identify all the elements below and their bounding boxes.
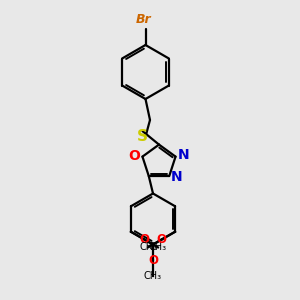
Text: CH₃: CH₃ [139,242,157,252]
Text: N: N [177,148,189,162]
Text: CH₃: CH₃ [149,242,167,252]
Text: Br: Br [136,14,152,26]
Text: N: N [171,170,183,184]
Text: O: O [157,233,166,246]
Text: O: O [140,233,149,246]
Text: S: S [137,129,148,144]
Text: O: O [148,254,158,267]
Text: CH₃: CH₃ [144,271,162,281]
Text: O: O [128,149,140,163]
